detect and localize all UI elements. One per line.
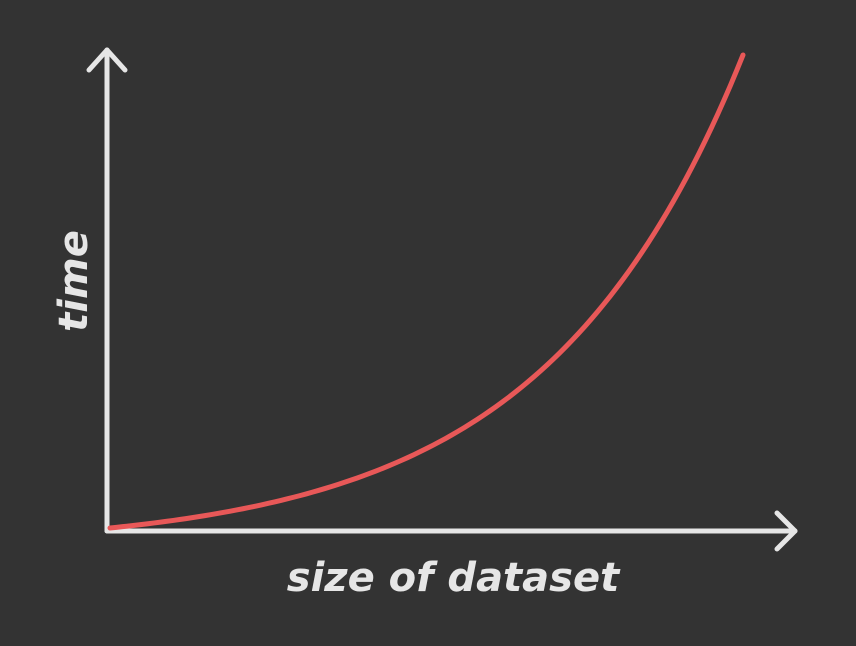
y-axis <box>86 47 128 534</box>
x-axis <box>104 510 798 552</box>
x-axis-label: size of dataset <box>287 555 621 601</box>
y-axis-label: time <box>51 230 97 332</box>
x-axis-arrow-icon <box>774 510 798 552</box>
y-axis-arrow-icon <box>86 47 128 73</box>
series-curve <box>107 52 746 531</box>
